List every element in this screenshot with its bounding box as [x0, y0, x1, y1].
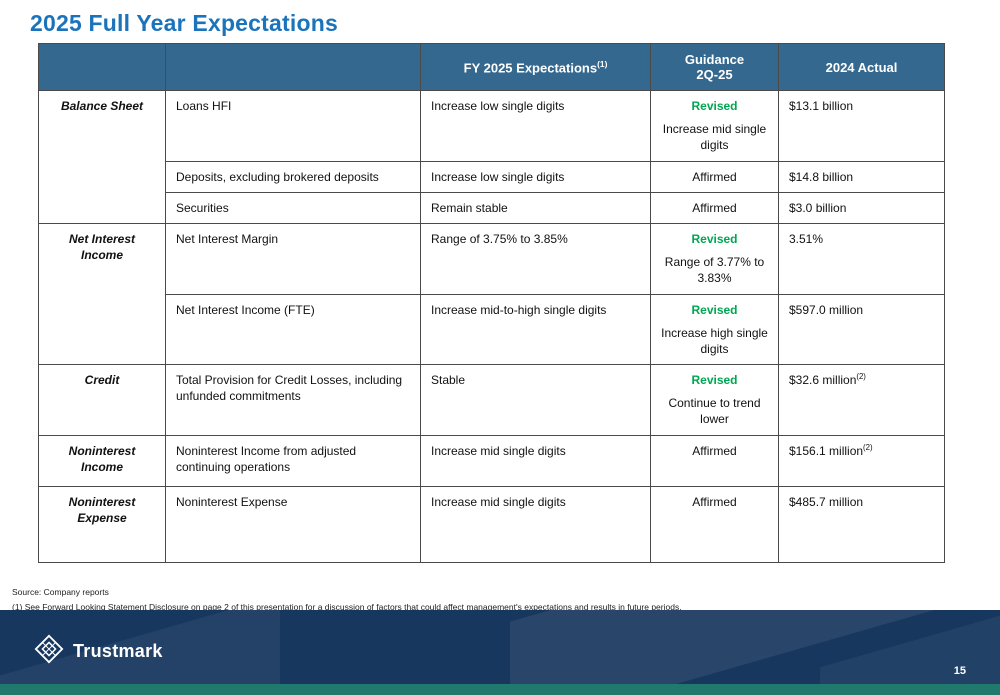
item-cell: Noninterest Income from adjusted continu… — [165, 434, 421, 487]
col-header-item — [165, 43, 421, 91]
status-badge: Revised — [691, 231, 738, 246]
col-header-guidance-line1: Guidance — [684, 52, 745, 67]
guidance-cell: Revised Continue to trend lower — [650, 364, 779, 436]
actual-cell: 3.51% — [778, 222, 945, 295]
item-cell: Securities — [165, 191, 421, 224]
status-badge: Revised — [691, 302, 738, 317]
col-header-expectations: FY 2025 Expectations(1) — [420, 43, 651, 91]
footer-accent-strip — [0, 684, 1000, 695]
actual-value: $32.6 million — [789, 373, 857, 388]
category-cell-balance-sheet: Balance Sheet — [38, 90, 166, 224]
category-cell-net-interest-income: Net Interest Income — [38, 222, 166, 366]
item-cell: Loans HFI — [165, 90, 421, 162]
trustmark-logo: Trustmark — [34, 634, 163, 669]
col-header-actual: 2024 Actual — [778, 43, 945, 91]
guidance-text: Affirmed — [692, 494, 737, 509]
expectation-cell: Increase mid single digits — [420, 434, 651, 487]
expectation-cell: Increase mid single digits — [420, 485, 651, 563]
actual-value: $156.1 million — [789, 443, 864, 458]
guidance-cell: Affirmed — [650, 434, 779, 487]
table-row: Noninterest Income Noninterest Income fr… — [38, 434, 945, 487]
table-row: Net Interest Income Net Interest Margin … — [38, 222, 945, 366]
actual-cell: $485.7 million — [778, 485, 945, 563]
guidance-text: Increase high single digits — [661, 325, 768, 356]
status-badge: Revised — [691, 99, 738, 113]
guidance-cell: Revised Increase mid single digits — [650, 90, 779, 162]
brand-name: Trustmark — [73, 641, 163, 661]
expectation-cell: Increase low single digits — [420, 160, 651, 193]
expectation-cell: Increase mid-to-high single digits — [420, 293, 651, 366]
col-header-category — [38, 43, 166, 91]
expectation-cell: Stable — [420, 364, 651, 436]
page-title: 2025 Full Year Expectations — [30, 10, 338, 36]
page-number: 15 — [953, 665, 966, 677]
expectation-cell: Range of 3.75% to 3.85% — [420, 222, 651, 295]
col-header-guidance-line2: 2Q-25 — [696, 67, 733, 82]
actual-cell: $14.8 billion — [778, 160, 945, 193]
category-cell-credit: Credit — [38, 364, 166, 436]
actual-cell: $32.6 million(2) — [778, 364, 945, 436]
guidance-cell: Revised Increase high single digits — [650, 293, 779, 366]
guidance-text: Affirmed — [692, 200, 737, 215]
item-cell: Deposits, excluding brokered deposits — [165, 160, 421, 193]
table-row: Credit Total Provision for Credit Losses… — [38, 364, 945, 436]
table-row: Securities Remain stable Affirmed $3.0 b… — [39, 191, 945, 224]
status-badge: Revised — [691, 373, 738, 388]
guidance-text: Increase mid single digits — [662, 122, 767, 153]
table-row: Noninterest Expense Noninterest Expense … — [38, 485, 945, 563]
guidance-cell: Affirmed — [650, 191, 779, 224]
col-header-guidance: Guidance 2Q-25 — [650, 43, 779, 91]
footnote-marker-1: (1) — [597, 58, 608, 69]
table-row: Deposits, excluding brokered deposits In… — [39, 160, 945, 193]
col-header-expectations-label: FY 2025 Expectations — [463, 60, 598, 76]
expectation-cell: Remain stable — [420, 191, 651, 224]
footnote-marker-2: (2) — [856, 372, 866, 382]
actual-cell: $597.0 million — [778, 293, 945, 366]
expectation-cell: Increase low single digits — [420, 90, 651, 162]
item-cell: Total Provision for Credit Losses, inclu… — [165, 364, 421, 436]
item-cell: Noninterest Expense — [165, 485, 421, 563]
category-cell-noninterest-expense: Noninterest Expense — [38, 485, 166, 563]
table-row: Balance Sheet Loans HFI Increase low sin… — [38, 90, 945, 224]
item-cell: Net Interest Margin — [165, 222, 421, 295]
actual-cell: $156.1 million(2) — [778, 434, 945, 487]
guidance-cell: Affirmed — [650, 160, 779, 193]
trustmark-logo-icon — [34, 634, 64, 669]
item-cell: Net Interest Income (FTE) — [165, 293, 421, 366]
footnote-marker-2: (2) — [863, 442, 873, 452]
guidance-text: Continue to trend lower — [668, 396, 761, 427]
footnote-1: (1) See Forward Looking Statement Disclo… — [12, 601, 682, 612]
actual-cell: $3.0 billion — [778, 191, 945, 224]
guidance-cell: Affirmed — [650, 485, 779, 563]
category-cell-noninterest-income: Noninterest Income — [38, 434, 166, 487]
expectations-table: FY 2025 Expectations(1) Guidance 2Q-25 20… — [38, 43, 945, 563]
table-row: Net Interest Income (FTE) Increase mid-t… — [39, 293, 945, 366]
guidance-cell: Revised Range of 3.77% to 3.83% — [650, 222, 779, 295]
table-header-row: FY 2025 Expectations(1) Guidance 2Q-25 20… — [38, 43, 945, 91]
guidance-text: Affirmed — [692, 169, 737, 184]
actual-cell: $13.1 billion — [778, 90, 945, 162]
footer-bar: Trustmark 15 — [0, 610, 1000, 695]
guidance-text: Range of 3.77% to 3.83% — [664, 255, 765, 286]
footnote-source: Source: Company reports — [12, 586, 109, 597]
guidance-text: Affirmed — [692, 443, 737, 458]
